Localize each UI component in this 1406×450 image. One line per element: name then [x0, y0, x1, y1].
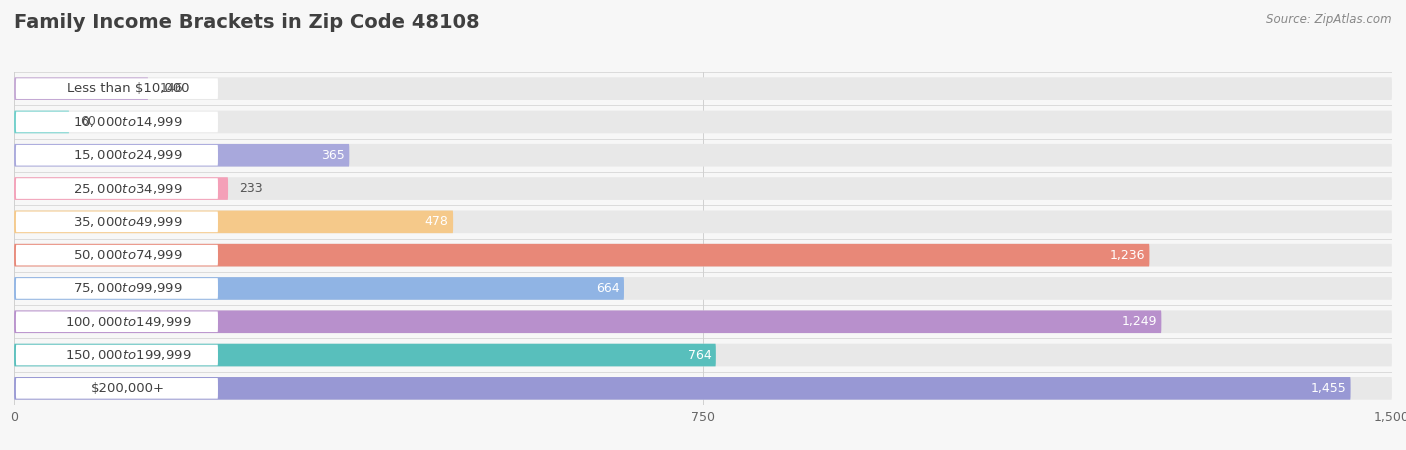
FancyBboxPatch shape: [14, 177, 1392, 200]
FancyBboxPatch shape: [14, 211, 1392, 233]
Text: 60: 60: [80, 116, 96, 128]
Text: 146: 146: [159, 82, 183, 95]
FancyBboxPatch shape: [14, 144, 349, 166]
Text: 1,455: 1,455: [1310, 382, 1346, 395]
FancyBboxPatch shape: [15, 78, 218, 99]
FancyBboxPatch shape: [15, 112, 218, 132]
FancyBboxPatch shape: [15, 345, 218, 365]
FancyBboxPatch shape: [14, 377, 1351, 400]
FancyBboxPatch shape: [15, 278, 218, 299]
FancyBboxPatch shape: [14, 310, 1161, 333]
Text: 1,236: 1,236: [1109, 249, 1144, 261]
Text: 233: 233: [239, 182, 263, 195]
FancyBboxPatch shape: [15, 311, 218, 332]
Text: $50,000 to $74,999: $50,000 to $74,999: [73, 248, 183, 262]
FancyBboxPatch shape: [14, 244, 1392, 266]
FancyBboxPatch shape: [14, 277, 624, 300]
Text: 365: 365: [321, 149, 344, 162]
Text: $150,000 to $199,999: $150,000 to $199,999: [65, 348, 191, 362]
FancyBboxPatch shape: [14, 344, 716, 366]
FancyBboxPatch shape: [15, 212, 218, 232]
Text: 478: 478: [425, 216, 449, 228]
FancyBboxPatch shape: [14, 344, 1392, 366]
FancyBboxPatch shape: [14, 211, 453, 233]
Text: $75,000 to $99,999: $75,000 to $99,999: [73, 281, 183, 296]
Text: $10,000 to $14,999: $10,000 to $14,999: [73, 115, 183, 129]
Text: 664: 664: [596, 282, 620, 295]
FancyBboxPatch shape: [15, 245, 218, 266]
FancyBboxPatch shape: [14, 244, 1150, 266]
Text: $200,000+: $200,000+: [91, 382, 165, 395]
Text: 1,249: 1,249: [1121, 315, 1157, 328]
Text: $35,000 to $49,999: $35,000 to $49,999: [73, 215, 183, 229]
FancyBboxPatch shape: [14, 177, 228, 200]
Text: $100,000 to $149,999: $100,000 to $149,999: [65, 315, 191, 329]
FancyBboxPatch shape: [15, 145, 218, 166]
FancyBboxPatch shape: [14, 277, 1392, 300]
FancyBboxPatch shape: [14, 111, 1392, 133]
FancyBboxPatch shape: [15, 378, 218, 399]
Text: Family Income Brackets in Zip Code 48108: Family Income Brackets in Zip Code 48108: [14, 14, 479, 32]
Text: $15,000 to $24,999: $15,000 to $24,999: [73, 148, 183, 162]
FancyBboxPatch shape: [14, 144, 1392, 166]
Text: $25,000 to $34,999: $25,000 to $34,999: [73, 181, 183, 196]
Text: Source: ZipAtlas.com: Source: ZipAtlas.com: [1267, 14, 1392, 27]
FancyBboxPatch shape: [14, 77, 1392, 100]
FancyBboxPatch shape: [14, 310, 1392, 333]
FancyBboxPatch shape: [14, 377, 1392, 400]
FancyBboxPatch shape: [14, 77, 148, 100]
FancyBboxPatch shape: [15, 178, 218, 199]
FancyBboxPatch shape: [14, 111, 69, 133]
Text: 764: 764: [688, 349, 711, 361]
Text: Less than $10,000: Less than $10,000: [66, 82, 190, 95]
